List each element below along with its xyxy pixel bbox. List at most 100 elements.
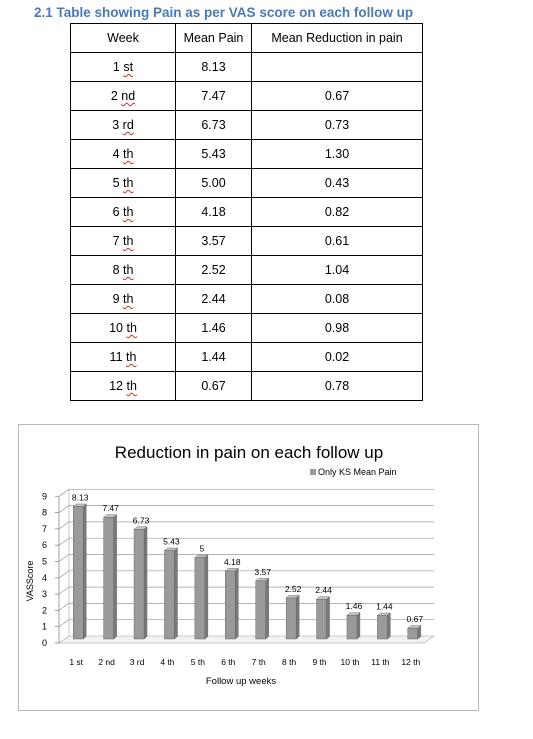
- plot-area: 0 1 2 3 4 5 6 7 8 9 8.13 1 st 7.47 2 nd 6.73 3 rd 5.43 4 …: [42, 488, 436, 667]
- week-suffix: rd: [122, 118, 134, 132]
- table-row: 5 th 5.00 0.43: [70, 168, 423, 198]
- mean-pain-cell: 2.44: [175, 284, 252, 314]
- mean-pain-cell: 3.57: [175, 226, 252, 256]
- data-label: 7.47: [102, 503, 119, 513]
- bar-top: [72, 503, 87, 507]
- week-suffix: th: [126, 379, 137, 393]
- mean-reduction-cell: 0.43: [251, 168, 423, 198]
- gridline: [58, 570, 434, 579]
- table-row: 9 th 2.44 0.08: [70, 284, 423, 314]
- data-label: 2.52: [285, 584, 302, 594]
- mean-pain-cell: 8.13: [175, 52, 252, 82]
- table-row: 7 th 3.57 0.61: [70, 226, 423, 256]
- week-suffix: th: [123, 176, 134, 190]
- mean-reduction-cell: 0.98: [251, 313, 423, 343]
- week-cell: 12 th: [70, 371, 176, 401]
- y-tick-label: 3: [42, 589, 47, 599]
- header-week: Week: [70, 23, 176, 53]
- x-tick-label: 9 th: [312, 657, 326, 667]
- bar-side: [387, 612, 391, 640]
- week-number: 11: [109, 350, 123, 364]
- x-tick-label: 5 th: [191, 657, 205, 667]
- week-number: 9: [112, 292, 120, 306]
- mean-reduction-cell: 1.30: [251, 139, 423, 169]
- mean-pain-cell: 5.00: [175, 168, 252, 198]
- bar-top: [346, 612, 361, 616]
- bar-top: [194, 554, 209, 558]
- mean-pain-cell: 4.18: [175, 197, 252, 227]
- x-tick-label: 7 th: [252, 657, 266, 667]
- bar: [164, 550, 175, 640]
- table-row: 3 rd 6.73 0.73: [70, 110, 423, 140]
- bar-top: [103, 514, 118, 518]
- mean-reduction-cell: 0.73: [251, 110, 423, 140]
- mean-pain-cell: 7.47: [175, 81, 252, 111]
- y-tick-label: 5: [42, 557, 47, 567]
- bar: [133, 529, 145, 640]
- table-row: 2 nd 7.47 0.67: [70, 81, 423, 111]
- bar-side: [204, 554, 209, 640]
- week-suffix: th: [126, 321, 137, 335]
- gridline: [58, 603, 434, 611]
- week-cell: 6 th: [70, 197, 176, 227]
- mean-pain-cell: 1.44: [175, 342, 252, 372]
- table-row: 10 th 1.46 0.98: [70, 313, 423, 343]
- week-cell: 1 st: [70, 52, 176, 82]
- bar-side: [295, 594, 300, 640]
- mean-pain-cell: 2.52: [175, 255, 252, 285]
- week-number: 7: [112, 234, 120, 248]
- week-cell: 11 th: [70, 342, 176, 372]
- bar: [194, 557, 206, 640]
- table-row: 8 th 2.52 1.04: [70, 255, 423, 285]
- gridline: [58, 619, 434, 627]
- week-cell: 4 th: [70, 139, 176, 169]
- week-cell: 10 th: [70, 313, 176, 343]
- bar: [225, 570, 236, 640]
- gridline: [58, 537, 434, 546]
- table-row: 6 th 4.18 0.82: [70, 197, 423, 227]
- vas-table: Week Mean Pain Mean Reduction in pain 1 …: [70, 23, 423, 401]
- data-label: 8.13: [72, 492, 89, 502]
- gridline: [58, 505, 434, 513]
- y-tick-label: 6: [42, 540, 47, 550]
- bar-side: [265, 577, 269, 640]
- bar: [73, 506, 84, 640]
- table-header-row: Week Mean Pain Mean Reduction in pain: [70, 23, 423, 53]
- bar-side: [174, 547, 178, 640]
- data-label: 5: [200, 544, 205, 554]
- data-label: 1.44: [376, 602, 393, 612]
- week-number: 2: [110, 89, 118, 103]
- week-cell: 5 th: [70, 168, 176, 198]
- chart-title: Reduction in pain on each follow up: [115, 443, 383, 462]
- week-number: 10: [109, 321, 123, 335]
- y-axis-title: VASScore: [25, 561, 35, 602]
- table-row: 1 st 8.13: [70, 52, 423, 82]
- y-tick-label: 0: [42, 638, 47, 648]
- week-cell: 2 nd: [70, 81, 176, 111]
- data-label: 3.57: [254, 567, 271, 577]
- data-label: 4.18: [224, 557, 241, 567]
- x-tick-label: 2 nd: [98, 657, 115, 667]
- bar-top: [255, 578, 270, 582]
- data-label: 6.73: [133, 515, 150, 525]
- section-heading: 2.1 Table showing Pain as per VAS score …: [34, 5, 414, 20]
- bar: [255, 580, 266, 640]
- mean-reduction-cell: 1.04: [251, 255, 423, 285]
- x-tick-label: 11 th: [371, 657, 390, 667]
- week-suffix: st: [123, 60, 134, 74]
- y-tick-label: 7: [42, 524, 47, 534]
- week-suffix: th: [123, 263, 134, 277]
- bar-top: [315, 596, 331, 600]
- legend-label: Only KS Mean Pain: [318, 467, 397, 477]
- x-tick-label: 3 rd: [130, 657, 145, 667]
- bar-side: [83, 503, 87, 640]
- bar-top: [376, 612, 391, 616]
- bar: [377, 615, 388, 640]
- data-label: 2.44: [315, 585, 332, 595]
- chart-frame: Reduction in pain on each follow up Only…: [18, 424, 479, 711]
- header-mean-pain: Mean Pain: [175, 23, 252, 53]
- gridline: [58, 521, 434, 530]
- data-label: 5.43: [163, 536, 180, 546]
- chart-floor: [57, 635, 436, 644]
- week-number: 1: [112, 60, 120, 74]
